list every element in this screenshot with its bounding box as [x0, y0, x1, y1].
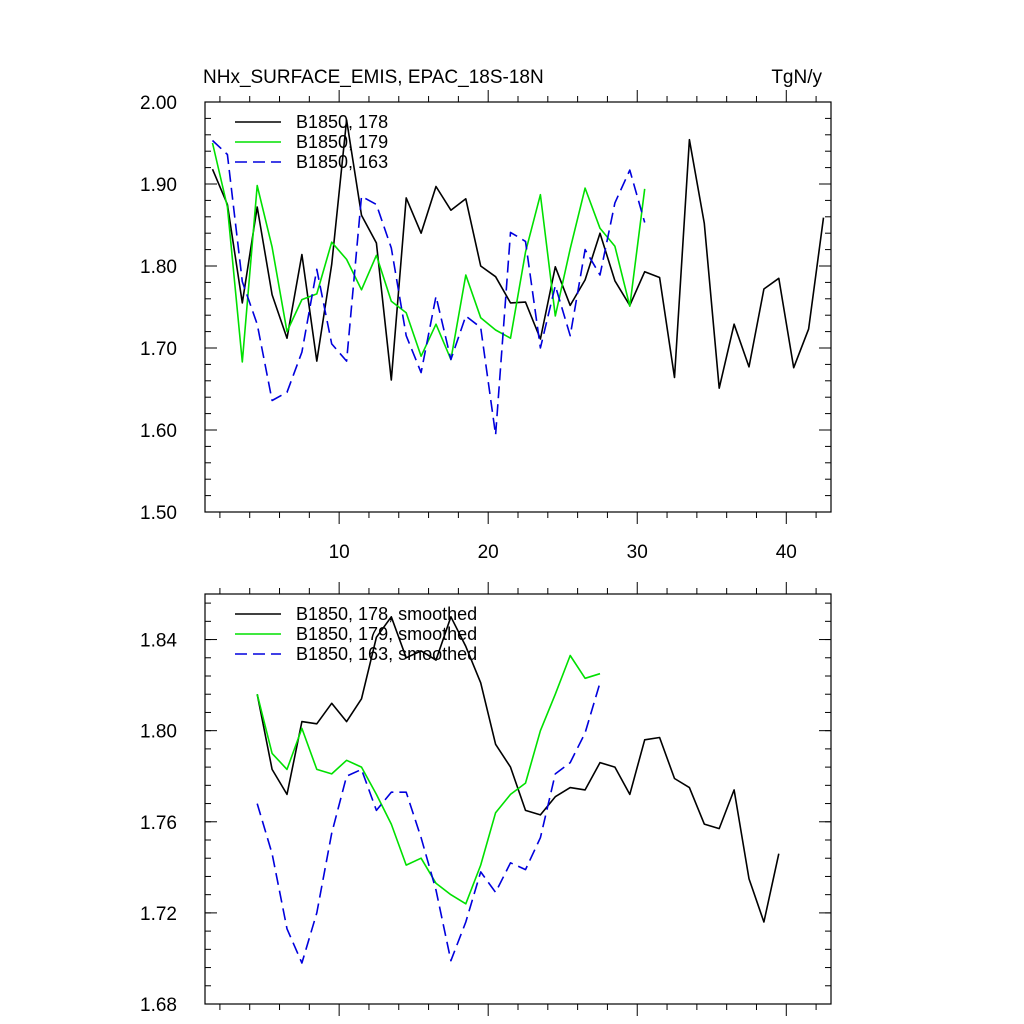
- bottom-axis-ticks: 1.68 1.72 1.76 1.80 1.84: [140, 582, 831, 1016]
- x-tick-label: 40: [776, 542, 797, 563]
- legend-label-3: B1850, 163, smoothed: [296, 644, 477, 664]
- series-line-1: [211, 119, 825, 390]
- y-tick-label: 1.50: [140, 503, 177, 524]
- series-line-2: [256, 654, 601, 905]
- top-panel: NHx_SURFACE_EMIS, EPAC_18S-18N TgN/y 1.5…: [140, 67, 832, 563]
- x-tick-label: 10: [329, 542, 350, 563]
- top-chart-title: NHx_SURFACE_EMIS, EPAC_18S-18N: [203, 67, 544, 88]
- y-tick-label: 1.70: [140, 339, 177, 360]
- bottom-series-lines: [256, 615, 780, 964]
- y-tick-label: 1.90: [140, 175, 177, 196]
- series-line-3: [256, 682, 601, 964]
- y-tick-label: 1.80: [140, 257, 177, 278]
- x-tick-label: 20: [478, 542, 499, 563]
- top-axis-ticks: 1.50 1.60 1.70 1.80 1.90 2.00 10 20 30 40: [140, 90, 831, 563]
- top-series-lines: [211, 119, 825, 436]
- y-tick-label: 1.80: [140, 722, 177, 743]
- y-tick-label: 1.68: [140, 995, 177, 1016]
- y-tick-label: 1.60: [140, 421, 177, 442]
- y-tick-label: 1.76: [140, 813, 177, 834]
- legend-label-1: B1850, 178: [296, 112, 388, 132]
- top-chart-units: TgN/y: [771, 67, 822, 88]
- bottom-panel: 1.68 1.72 1.76 1.80 1.84 B1850, 178, smoothe…: [140, 582, 832, 1016]
- x-tick-label: 30: [627, 542, 648, 563]
- series-line-3: [211, 139, 646, 436]
- legend-label-2: B1850, 179, smoothed: [296, 624, 477, 644]
- y-tick-label: 2.00: [140, 93, 177, 114]
- legend-label-3: B1850, 163: [296, 152, 388, 172]
- series-line-2: [211, 142, 646, 363]
- legend-label-2: B1850, 179: [296, 132, 388, 152]
- y-tick-label: 1.84: [140, 631, 177, 652]
- y-tick-label: 1.72: [140, 904, 177, 925]
- legend-label-1: B1850, 178, smoothed: [296, 604, 477, 624]
